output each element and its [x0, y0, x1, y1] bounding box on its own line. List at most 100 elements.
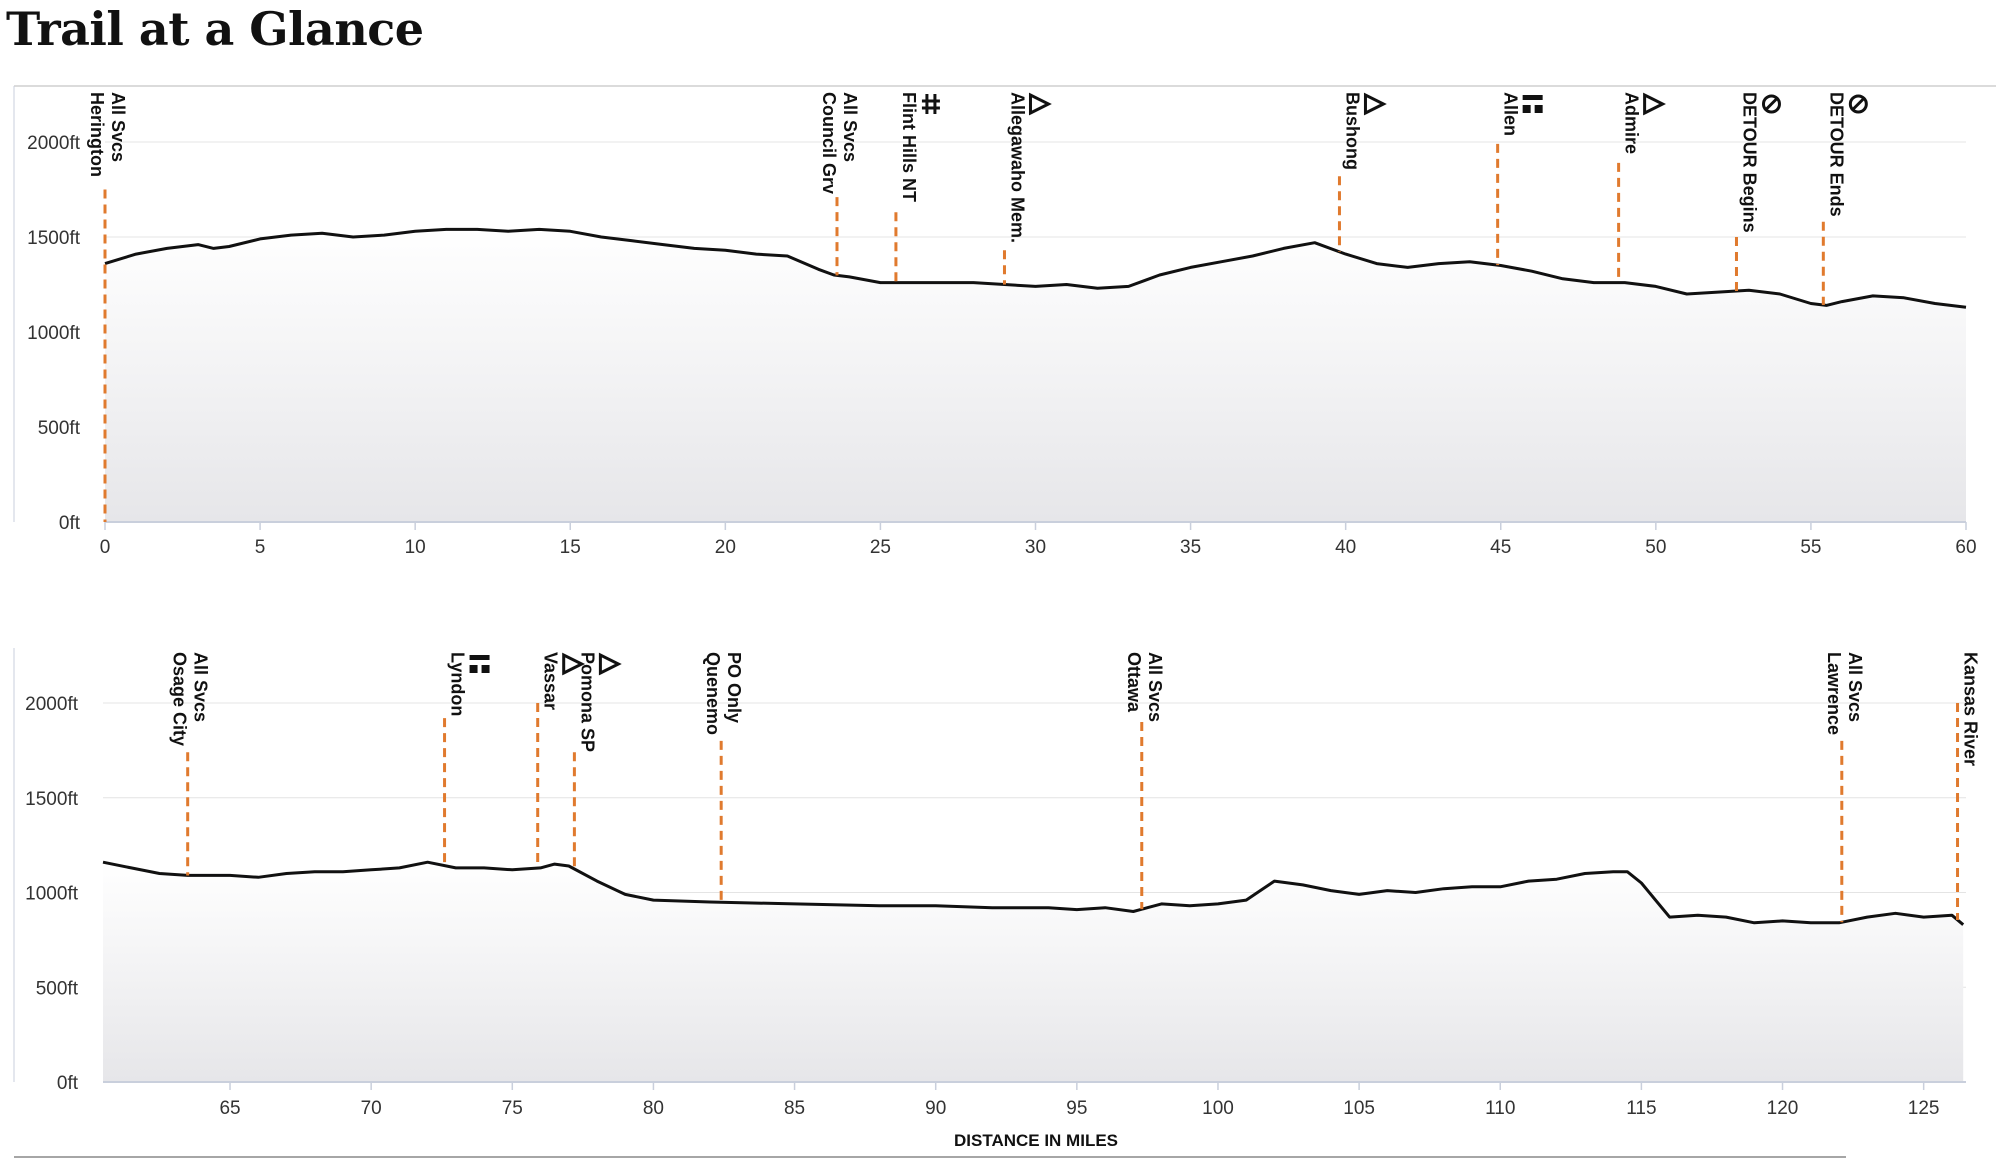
landmark-label: Bushong: [1343, 92, 1363, 170]
y-tick-label: 500ft: [38, 418, 81, 439]
landmark-label: Ottawa: [1124, 652, 1144, 713]
landmark-label: Quenemo: [703, 652, 723, 735]
y-tick-label: 0ft: [59, 513, 81, 534]
camping-icon: [1363, 92, 1387, 116]
x-axis-title: DISTANCE IN MILES: [954, 1131, 1118, 1150]
landmark-marker: Flint Hills NT: [894, 92, 940, 283]
elevation-line: [104, 227, 1967, 309]
x-tick-label: 25: [870, 537, 891, 558]
food-icon-bar: [469, 655, 490, 660]
x-tick-label: 60: [1955, 537, 1976, 558]
elevation-area: [103, 862, 1964, 1082]
food-icon-knife: [1534, 105, 1543, 113]
elevation-line: [102, 860, 1965, 926]
landmark-label: Lawrence: [1824, 652, 1844, 735]
landmark-marker: Bushong: [1337, 92, 1387, 252]
elevation-panel-2: 0ft 500ft 1000ft 1500ft 2000ft 65 70 75 80 85 90 95…: [13, 648, 1981, 1158]
no-entry-slash: [1765, 97, 1778, 111]
y-tick-label: 1500ft: [27, 228, 81, 249]
x-tick-label: 75: [502, 1098, 523, 1119]
x-tick-label: 35: [1180, 537, 1201, 558]
landmark-label: All Svcs: [1845, 652, 1865, 722]
x-tick-label: 10: [405, 537, 426, 558]
camping-icon: [1028, 92, 1052, 116]
no-entry-circle: [1848, 94, 1868, 114]
landmark-label: Herington: [87, 92, 107, 177]
elevation-panel-1: 0ft 500ft 1000ft 1500ft 2000ft 0 5 10 15 20 25 30 35…: [13, 86, 1977, 558]
no-entry-icon: [1761, 94, 1781, 114]
x-tick-label: 95: [1066, 1098, 1087, 1119]
landmark-marker: Pomona SP: [572, 652, 622, 870]
landmark-label: Allen: [1501, 92, 1521, 136]
food-icon: [469, 655, 490, 673]
food-icon-fork: [469, 665, 478, 673]
landmark-marker: Kansas River: [1956, 652, 1981, 920]
landmark-label: Allegawaho Mem.: [1008, 92, 1028, 243]
landmark-label: Vassar: [541, 652, 561, 710]
landmark-label: Pomona SP: [577, 652, 597, 752]
landmark-label: DETOUR Begins: [1740, 92, 1760, 233]
x-tick-label: 55: [1800, 537, 1821, 558]
y-tick-label: 500ft: [36, 978, 79, 999]
landmark-marker: Herington All Svcs: [87, 92, 128, 522]
x-tick-label: 90: [925, 1098, 946, 1119]
page-title: Trail at a Glance: [6, 2, 424, 56]
food-icon: [1522, 95, 1543, 113]
no-entry-icon: [1848, 94, 1868, 114]
landmark-label: Admire: [1622, 92, 1642, 154]
landmark-marker: Allegawaho Mem.: [1002, 92, 1052, 285]
food-icon-fork: [1522, 105, 1531, 113]
landmark-marker: Council Grv All Svcs: [819, 92, 860, 276]
camping-icon: [562, 652, 586, 676]
camping-icon: [598, 652, 622, 676]
y-tick-label: 1000ft: [27, 323, 81, 344]
x-tick-label: 5: [255, 537, 266, 558]
x-tick-label: 110: [1485, 1098, 1515, 1119]
landmark-label: All Svcs: [108, 92, 128, 162]
landmark-label: DETOUR Ends: [1826, 92, 1846, 217]
no-entry-slash: [1852, 97, 1865, 111]
landmark-marker: DETOUR Ends: [1821, 92, 1868, 306]
landmark-label: Lyndon: [448, 652, 468, 716]
food-icon-knife: [481, 665, 490, 673]
y-tick-label: 1500ft: [25, 789, 79, 810]
x-tick-label: 30: [1025, 537, 1046, 558]
camping-icon: [1643, 92, 1666, 116]
landmark-label: Osage City: [170, 652, 190, 746]
landmark-marker: Admire: [1617, 92, 1666, 283]
landmark-marker: DETOUR Begins: [1734, 92, 1781, 291]
food-icon-bar: [1522, 95, 1543, 100]
x-tick-label: 85: [784, 1098, 805, 1119]
landmark-marker: Ottawa All Svcs: [1124, 652, 1165, 910]
x-tick-label: 65: [219, 1098, 240, 1119]
landmark-marker: Allen: [1496, 92, 1543, 266]
landmark-label: All Svcs: [1145, 652, 1165, 722]
landmark-label: Flint Hills NT: [899, 92, 919, 202]
x-tick-label: 0: [100, 537, 111, 558]
landmark-label: All Svcs: [840, 92, 860, 162]
y-tick-label: 1000ft: [25, 884, 79, 905]
y-tick-label: 0ft: [57, 1073, 79, 1094]
landmark-label: Kansas River: [1961, 652, 1981, 766]
x-tick-label: 105: [1343, 1098, 1375, 1119]
trail-crossing-icon: [921, 94, 940, 114]
landmark-marker: Quenemo PO Only: [703, 652, 744, 903]
x-tick-label: 20: [715, 537, 736, 558]
y-tick-label: 2000ft: [25, 694, 79, 715]
x-tick-label: 80: [643, 1098, 664, 1119]
landmark-marker: Vassar: [536, 652, 586, 869]
x-tick-label: 50: [1645, 537, 1666, 558]
x-tick-label: 15: [560, 537, 581, 558]
x-tick-label: 125: [1908, 1098, 1940, 1119]
landmark-label: Council Grv: [819, 92, 839, 194]
x-tick-label: 45: [1490, 537, 1511, 558]
elevation-area: [105, 229, 1966, 522]
no-entry-circle: [1761, 94, 1781, 114]
landmark-marker: Lawrence All Svcs: [1824, 652, 1865, 923]
landmark-marker: Osage City All Svcs: [170, 652, 211, 876]
x-tick-label: 115: [1626, 1098, 1656, 1119]
x-tick-label: 70: [361, 1098, 382, 1119]
y-tick-label: 2000ft: [27, 133, 81, 154]
landmark-marker: Lyndon: [443, 652, 490, 866]
